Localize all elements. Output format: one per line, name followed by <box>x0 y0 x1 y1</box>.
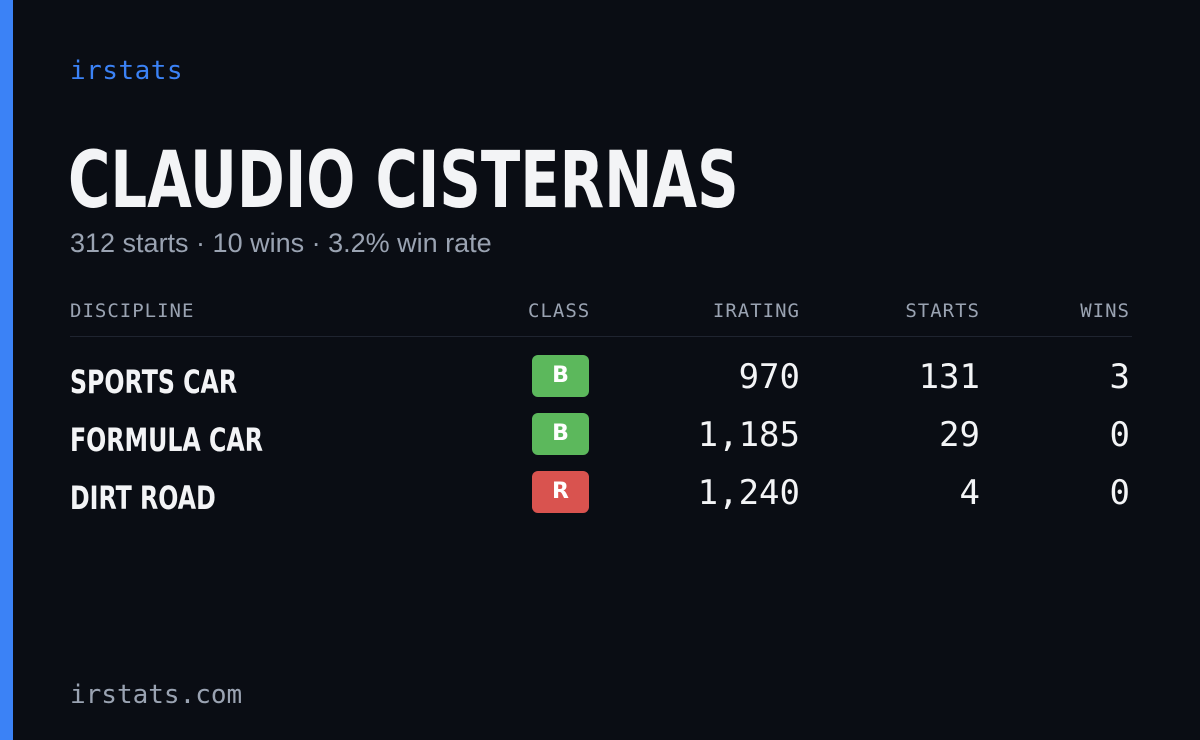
header-irating: IRATING <box>712 300 800 322</box>
class-badge: B <box>532 355 589 397</box>
starts-value: 131 <box>918 357 980 397</box>
table-body: SPORTS CAR B 970 131 3 FORMULA CAR B 1,1… <box>70 353 1132 527</box>
table-row: FORMULA CAR B 1,185 29 0 <box>70 411 1132 469</box>
discipline-name: FORMULA CAR <box>70 421 263 459</box>
starts-value: 29 <box>939 415 980 455</box>
class-badge: R <box>532 471 589 513</box>
header-class: CLASS <box>528 300 591 322</box>
header-wins: WINS <box>1080 300 1130 322</box>
table-row: SPORTS CAR B 970 131 3 <box>70 353 1132 411</box>
discipline-table: DISCIPLINE CLASS IRATING STARTS WINS SPO… <box>70 296 1132 527</box>
wins-value: 3 <box>1109 357 1130 397</box>
irating-value: 970 <box>738 357 800 397</box>
footer-url[interactable]: irstats.com <box>70 680 243 710</box>
irating-value: 1,185 <box>697 415 800 455</box>
wins-value: 0 <box>1109 473 1130 513</box>
career-summary: 312 starts · 10 wins · 3.2% win rate <box>70 228 492 258</box>
class-badge: B <box>532 413 589 455</box>
discipline-name: DIRT ROAD <box>70 479 216 517</box>
starts-value: 4 <box>959 473 980 513</box>
accent-bar <box>0 0 13 740</box>
table-row: DIRT ROAD R 1,240 4 0 <box>70 469 1132 527</box>
driver-name: CLAUDIO CISTERNAS <box>68 136 739 226</box>
irating-value: 1,240 <box>697 473 800 513</box>
wins-value: 0 <box>1109 415 1130 455</box>
header-starts: STARTS <box>905 300 980 322</box>
header-discipline: DISCIPLINE <box>70 300 195 322</box>
table-header: DISCIPLINE CLASS IRATING STARTS WINS <box>70 296 1132 337</box>
brand-wordmark[interactable]: irstats <box>70 56 184 86</box>
discipline-name: SPORTS CAR <box>70 363 238 401</box>
